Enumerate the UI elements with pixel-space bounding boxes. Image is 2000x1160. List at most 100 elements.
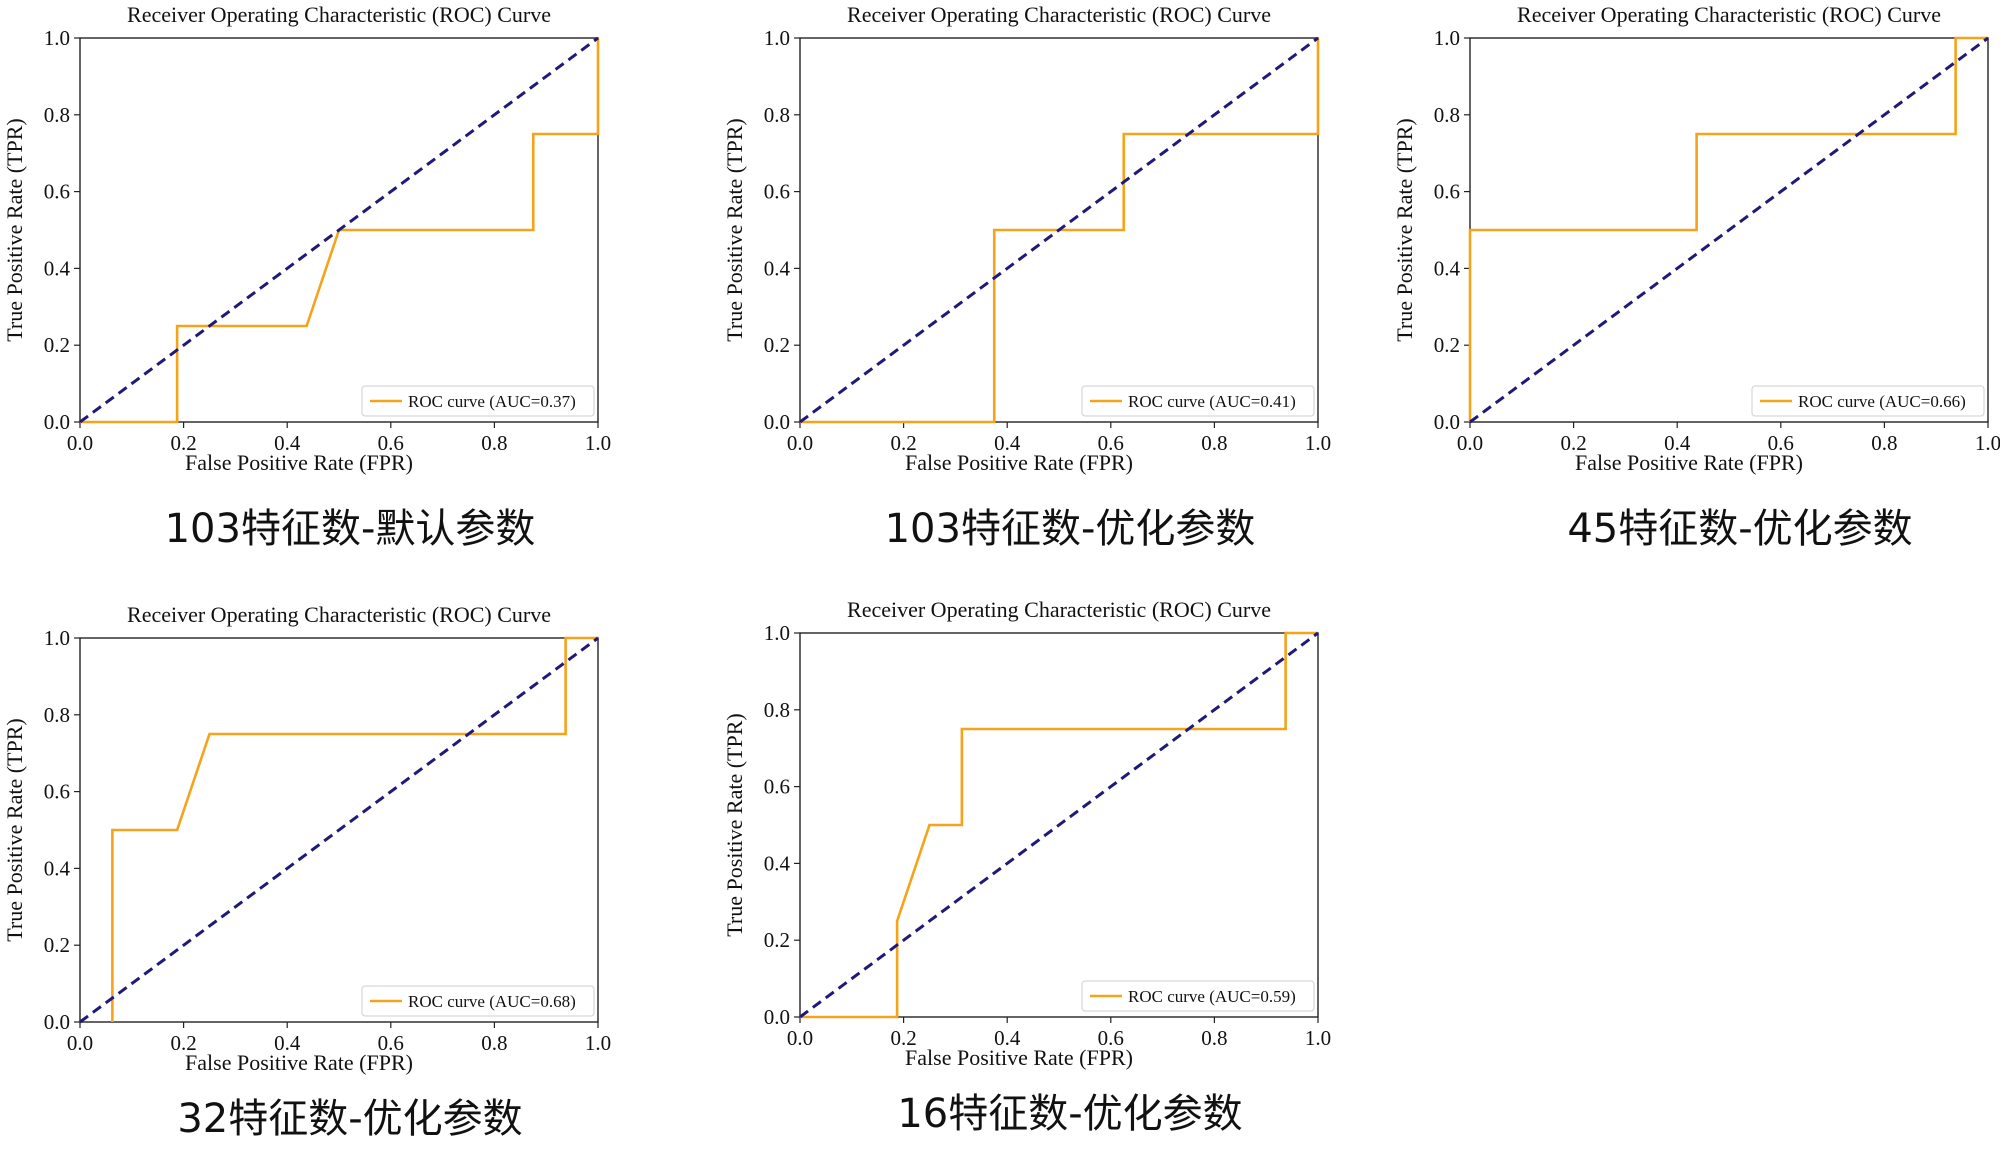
y-axis-label: True Positive Rate (TPR)	[722, 713, 747, 936]
x-tick-label: 0.8	[1201, 431, 1227, 455]
y-tick-label: 0.0	[44, 1010, 70, 1034]
x-tick-label: 1.0	[1305, 1026, 1331, 1050]
legend-box	[1751, 385, 1985, 417]
x-tick-label: 0.6	[1768, 431, 1794, 455]
y-tick-label: 0.8	[1434, 103, 1460, 127]
x-tick-label: 0.2	[170, 431, 196, 455]
x-tick-label: 0.4	[274, 431, 301, 455]
roc-chart-3: Receiver Operating Characteristic (ROC) …	[1392, 2, 2000, 475]
x-axis-label: False Positive Rate (FPR)	[905, 1045, 1133, 1070]
chart-title: Receiver Operating Characteristic (ROC) …	[1517, 2, 1941, 27]
roc-chart-4: Receiver Operating Characteristic (ROC) …	[2, 602, 611, 1075]
roc-panel-1: Receiver Operating Characteristic (ROC) …	[0, 0, 700, 560]
roc-panel-3: Receiver Operating Characteristic (ROC) …	[1390, 0, 2000, 560]
y-tick-label: 0.0	[44, 410, 70, 434]
y-tick-label: 0.2	[44, 333, 70, 357]
x-tick-label: 0.8	[481, 1031, 507, 1055]
y-tick-label: 1.0	[44, 626, 70, 650]
plot-frame	[79, 637, 599, 1023]
chart-title: Receiver Operating Characteristic (ROC) …	[847, 597, 1271, 622]
roc-panel-2: Receiver Operating Characteristic (ROC) …	[720, 0, 1420, 560]
y-tick-label: 0.4	[44, 856, 71, 880]
plot-frame	[799, 632, 1319, 1018]
y-tick-label: 0.4	[44, 256, 71, 280]
chance-diagonal-line	[1469, 36, 1989, 424]
chart-caption-2: 103特征数-优化参数	[884, 506, 1256, 552]
x-tick-label: 1.0	[585, 1031, 611, 1055]
legend-label: ROC curve (AUC=0.59)	[1128, 987, 1296, 1006]
y-axis-label: True Positive Rate (TPR)	[1392, 118, 1417, 341]
x-tick-label: 0.6	[1098, 431, 1124, 455]
x-tick-label: 0.4	[994, 431, 1021, 455]
y-tick-label: 1.0	[1434, 26, 1460, 50]
chart-title: Receiver Operating Characteristic (ROC) …	[127, 602, 551, 627]
y-tick-label: 0.6	[44, 180, 70, 204]
x-tick-label: 0.0	[787, 1026, 813, 1050]
y-axis-label: True Positive Rate (TPR)	[2, 718, 27, 941]
chance-diagonal-line	[799, 36, 1319, 424]
y-tick-label: 0.6	[1434, 180, 1460, 204]
x-tick-label: 0.2	[890, 431, 916, 455]
x-tick-label: 0.6	[378, 431, 404, 455]
chance-diagonal-line	[79, 636, 599, 1024]
chart-caption-5: 16特征数-优化参数	[897, 1091, 1243, 1137]
x-tick-label: 0.2	[890, 1026, 916, 1050]
x-tick-label: 1.0	[585, 431, 611, 455]
y-tick-label: 0.8	[44, 103, 70, 127]
legend-box	[361, 385, 595, 417]
y-tick-label: 0.2	[764, 333, 790, 357]
y-tick-label: 1.0	[44, 26, 70, 50]
y-tick-label: 0.8	[764, 103, 790, 127]
y-tick-label: 1.0	[764, 26, 790, 50]
x-tick-label: 1.0	[1975, 431, 2000, 455]
y-tick-label: 0.2	[1434, 333, 1460, 357]
y-tick-label: 0.6	[44, 780, 70, 804]
x-tick-label: 0.0	[67, 431, 93, 455]
y-tick-label: 1.0	[764, 621, 790, 645]
y-tick-label: 0.6	[764, 180, 790, 204]
roc-chart-2: Receiver Operating Characteristic (ROC) …	[722, 2, 1331, 475]
x-tick-label: 0.2	[170, 1031, 196, 1055]
chance-diagonal-line	[79, 36, 599, 424]
x-tick-label: 0.0	[67, 1031, 93, 1055]
roc-chart-5: Receiver Operating Characteristic (ROC) …	[722, 597, 1331, 1070]
y-axis-label: True Positive Rate (TPR)	[2, 118, 27, 341]
legend-label: ROC curve (AUC=0.37)	[408, 392, 576, 411]
x-tick-label: 0.4	[1664, 431, 1691, 455]
roc-curve-line	[1468, 36, 1988, 422]
plot-frame	[799, 37, 1319, 423]
y-tick-label: 0.4	[764, 851, 791, 875]
legend-box	[1081, 385, 1315, 417]
y-tick-label: 0.0	[764, 410, 790, 434]
y-tick-label: 0.4	[764, 256, 791, 280]
x-tick-label: 0.8	[1871, 431, 1897, 455]
chart-caption-1: 103特征数-默认参数	[164, 506, 536, 552]
x-tick-label: 0.0	[787, 431, 813, 455]
roc-chart-1: Receiver Operating Characteristic (ROC) …	[2, 2, 611, 475]
x-tick-label: 0.6	[378, 1031, 404, 1055]
y-tick-label: 0.8	[44, 703, 70, 727]
x-tick-label: 0.8	[481, 431, 507, 455]
roc-panel-4: Receiver Operating Characteristic (ROC) …	[0, 600, 700, 1160]
legend-label: ROC curve (AUC=0.66)	[1798, 392, 1966, 411]
x-axis-label: False Positive Rate (FPR)	[185, 450, 413, 475]
x-tick-label: 0.0	[1457, 431, 1483, 455]
y-tick-label: 0.2	[44, 933, 70, 957]
y-axis-label: True Positive Rate (TPR)	[722, 118, 747, 341]
x-tick-label: 1.0	[1305, 431, 1331, 455]
legend-label: ROC curve (AUC=0.68)	[408, 992, 576, 1011]
y-tick-label: 0.6	[764, 775, 790, 799]
roc-curve-line	[111, 636, 598, 1022]
x-tick-label: 0.6	[1098, 1026, 1124, 1050]
x-tick-label: 0.4	[274, 1031, 301, 1055]
x-tick-label: 0.8	[1201, 1026, 1227, 1050]
x-axis-label: False Positive Rate (FPR)	[905, 450, 1133, 475]
chance-diagonal-line	[799, 631, 1319, 1019]
legend-box	[361, 985, 595, 1017]
roc-curve-line	[800, 631, 1318, 1019]
x-axis-label: False Positive Rate (FPR)	[1575, 450, 1803, 475]
y-tick-label: 0.2	[764, 928, 790, 952]
chart-title: Receiver Operating Characteristic (ROC) …	[847, 2, 1271, 27]
x-axis-label: False Positive Rate (FPR)	[185, 1050, 413, 1075]
roc-curve-line	[800, 38, 1320, 424]
